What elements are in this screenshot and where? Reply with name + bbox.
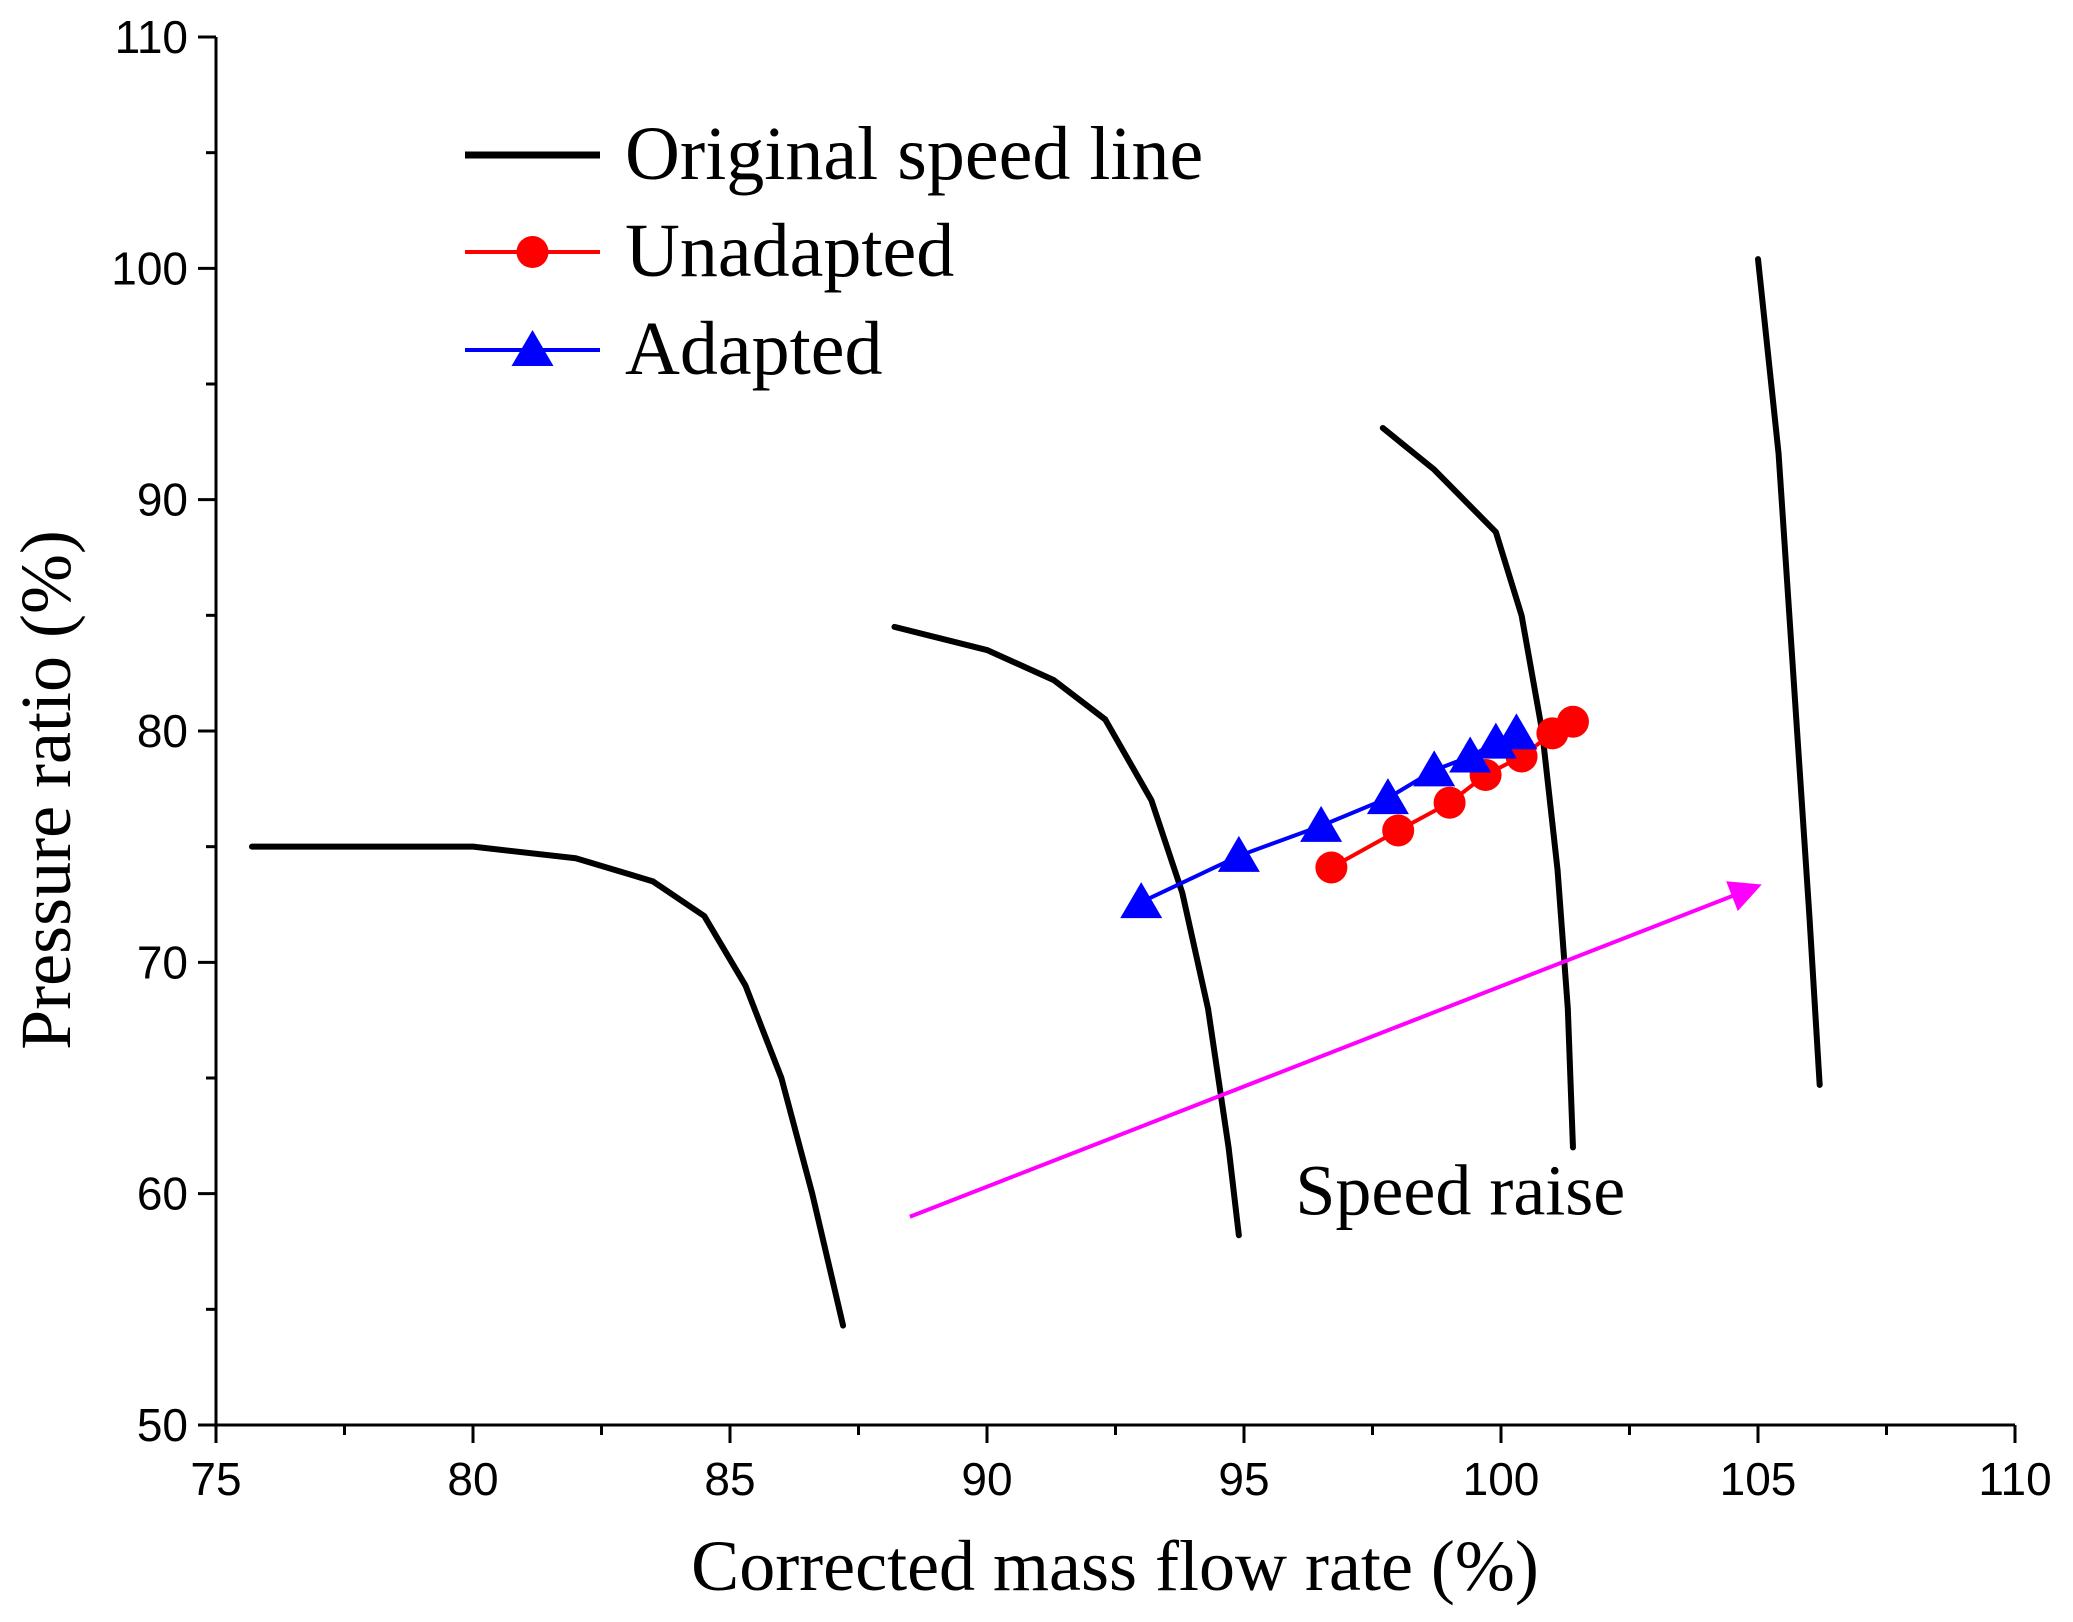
x-axis-title: Corrected mass flow rate (%) xyxy=(691,1526,1539,1606)
legend-marker xyxy=(511,330,554,366)
speed-line-1 xyxy=(248,843,847,1329)
legend-label: Original speed line xyxy=(625,112,1203,196)
legend-item-original-speed-line: Original speed line xyxy=(465,112,1203,196)
adapted-point xyxy=(1495,713,1538,750)
speed-line-2 xyxy=(891,623,1242,1239)
y-tick-label: 100 xyxy=(111,242,188,294)
adapted-point xyxy=(1217,835,1260,872)
legend: Original speed line Unadapted Adapted xyxy=(465,112,1203,391)
unadapted-point xyxy=(1382,814,1415,847)
plot-area xyxy=(248,256,1823,1329)
adapted-point xyxy=(1120,882,1163,919)
x-tick-label: 80 xyxy=(447,1453,498,1505)
legend-marker xyxy=(516,236,549,268)
y-tick-label: 70 xyxy=(137,936,188,988)
unadapted-point xyxy=(1315,851,1348,884)
legend-item-unadapted: Unadapted xyxy=(465,209,954,293)
unadapted-point xyxy=(1556,705,1589,738)
x-tick-label: 95 xyxy=(1218,1453,1269,1505)
speed-raise-arrow xyxy=(909,881,1762,1219)
y-axis-title: Pressure ratio (%) xyxy=(6,530,86,1050)
adapted-point xyxy=(1300,805,1343,842)
y-tick-label: 50 xyxy=(137,1399,188,1451)
speed-line-4 xyxy=(1755,256,1823,1088)
y-tick-label: 60 xyxy=(137,1168,188,1220)
y-tick-label: 80 xyxy=(137,705,188,757)
x-tick-label: 75 xyxy=(190,1453,241,1505)
x-tick-label: 110 xyxy=(1978,1453,2051,1505)
y-tick-label: 90 xyxy=(137,474,188,526)
x-tick-label: 100 xyxy=(1463,1453,1540,1505)
adapted-series xyxy=(1120,713,1538,919)
legend-label: Adapted xyxy=(625,307,882,391)
adapted-point xyxy=(1474,722,1517,759)
axes: 75 80 85 90 95 100 105 110 50 60 70 80 90 100 110 xyxy=(111,11,2051,1505)
adapted-point xyxy=(1366,778,1409,815)
speed-raise-label: Speed raise xyxy=(1295,1150,1625,1230)
x-tick-label: 90 xyxy=(961,1453,1012,1505)
y-tick-label: 110 xyxy=(115,11,188,63)
unadapted-point xyxy=(1433,786,1466,819)
x-tick-label: 105 xyxy=(1720,1453,1797,1505)
adapted-point xyxy=(1449,736,1492,773)
legend-label: Unadapted xyxy=(625,209,954,293)
x-tick-label: 85 xyxy=(704,1453,755,1505)
speed-line-3 xyxy=(1379,424,1576,1151)
legend-item-adapted: Adapted xyxy=(465,307,882,391)
adapted-point xyxy=(1413,750,1456,787)
